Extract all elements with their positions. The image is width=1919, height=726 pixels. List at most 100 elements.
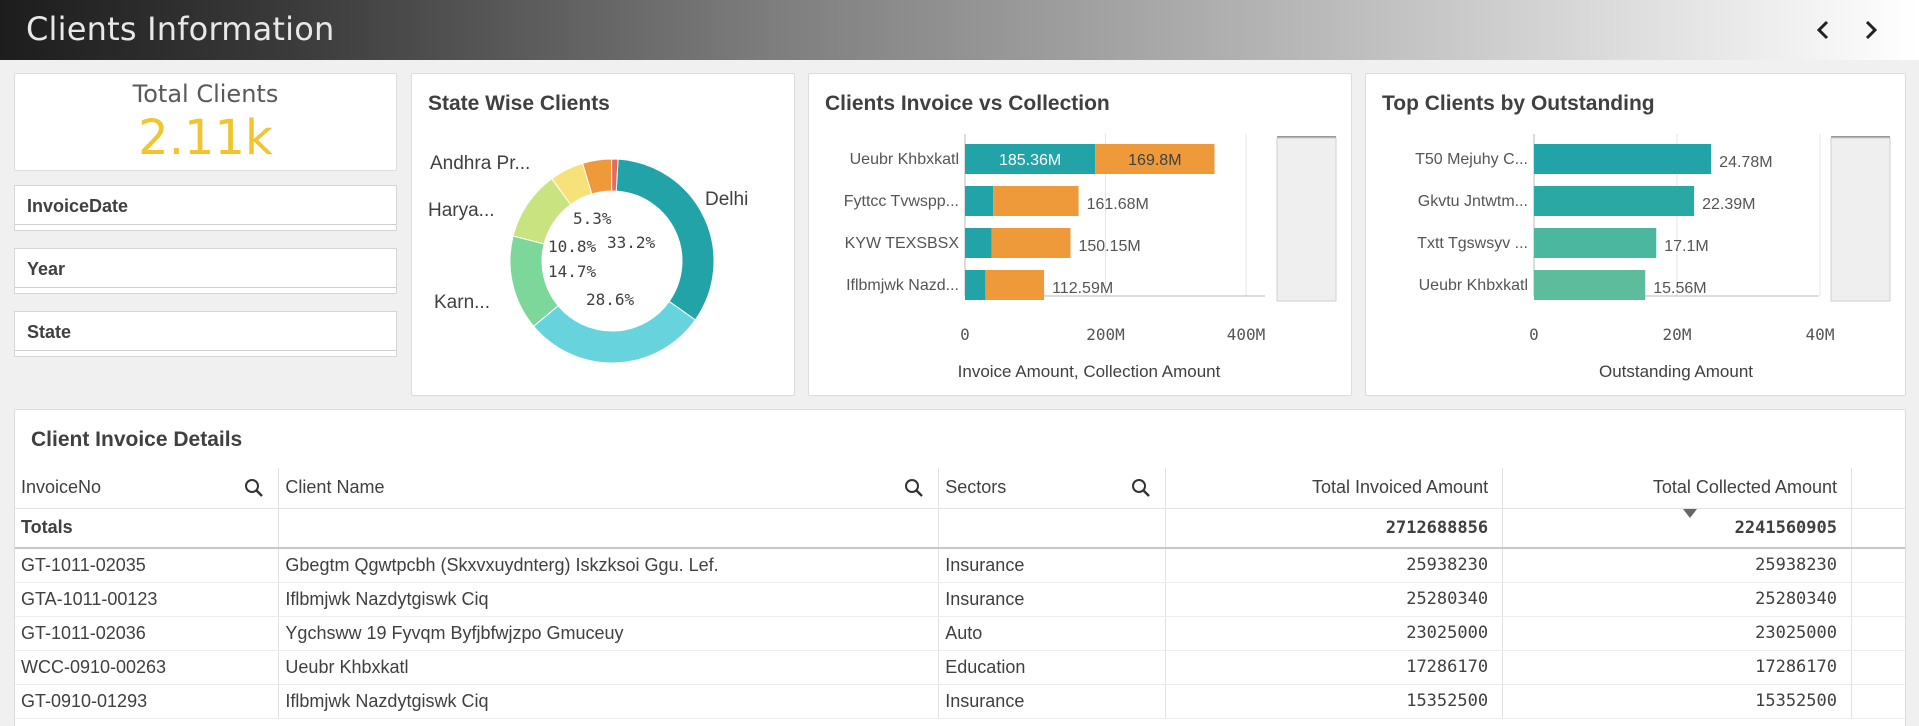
cell-invoiceno[interactable]: GTA-1011-00123 <box>15 582 280 617</box>
page-title: Clients Information <box>26 10 335 48</box>
search-icon[interactable] <box>904 478 924 498</box>
cell-client-name[interactable]: Iflbmjwk Nazdytgiswk Ciq <box>278 582 940 617</box>
label-harya: Harya... <box>428 200 495 221</box>
bar-outstanding[interactable] <box>1534 144 1712 174</box>
pct-label: 14.7% <box>548 262 597 281</box>
kpi-label: Total Clients <box>132 80 279 108</box>
chart-title: State Wise Clients <box>428 92 610 115</box>
search-icon[interactable] <box>1131 478 1151 498</box>
cell-client-name[interactable]: Ygchsww 19 Fyvqm Byfjbfwjzpo Gmuceuy <box>278 616 940 651</box>
state-wise-chart[interactable]: State Wise Clients Delhi Andhra Pr... Ha… <box>411 73 795 396</box>
invoice-vs-collection-chart[interactable]: Clients Invoice vs Collection Invoice Am… <box>808 73 1352 396</box>
cell-client-name[interactable]: Iflbmjwk Nazdytgiswk Ciq <box>278 684 940 719</box>
next-sheet-button[interactable] <box>1852 12 1888 48</box>
data-label: 24.78M <box>1719 154 1772 171</box>
bar-outstanding[interactable] <box>1534 186 1695 216</box>
donut-slice[interactable] <box>532 300 696 364</box>
cell-invoiceno[interactable]: GT-1011-02036 <box>15 616 280 651</box>
column-header-filler <box>1851 468 1905 509</box>
cell-sector[interactable]: Auto <box>938 616 1167 651</box>
category-label: Fyttcc Tvwspp... <box>844 193 959 210</box>
cell-invoiceno[interactable]: GT-0910-01293 <box>15 684 280 719</box>
pct-label: 10.8% <box>548 237 597 256</box>
chart-title: Clients Invoice vs Collection <box>825 92 1110 115</box>
bar-chart[interactable]: Outstanding Amount 0 20M 40M T50 Mejuhy C..… <box>1366 74 1907 397</box>
cell-invoiceno[interactable]: GT-1011-02035 <box>15 548 280 583</box>
bar-outstanding[interactable] <box>1534 228 1657 258</box>
pct-label: 28.6% <box>586 290 635 309</box>
cell-client-name[interactable]: Gbegtm Qgwtpcbh (Skxvxuydnterg) Iskzksoi… <box>278 548 940 583</box>
cell-invoiced: 23025000 <box>1165 616 1504 651</box>
filter-state[interactable]: State <box>14 311 397 357</box>
chart-title: Top Clients by Outstanding <box>1382 92 1655 115</box>
column-header-total-collected[interactable]: Total Collected Amount <box>1502 468 1852 509</box>
totals-row: Totals 2712688856 2241560905 <box>15 508 1905 549</box>
column-header-sectors[interactable]: Sectors <box>938 468 1167 509</box>
data-label: 112.59M <box>1052 280 1113 297</box>
sort-descending-icon <box>1683 509 1697 518</box>
cell-collected: 25280340 <box>1502 582 1852 617</box>
scrollbar-thumb <box>1831 136 1890 138</box>
table-row[interactable]: GT-1011-02036 Ygchsww 19 Fyvqm Byfjbfwjzp… <box>15 616 1905 651</box>
search-icon[interactable] <box>244 478 264 498</box>
totals-label: Totals <box>15 508 280 549</box>
filter-label: State <box>27 322 72 342</box>
cell-invoiced: 25938230 <box>1165 548 1504 583</box>
bar-invoice[interactable] <box>965 186 994 216</box>
tick-label: 20M <box>1663 325 1692 344</box>
data-label: 150.15M <box>1078 238 1140 255</box>
table-row[interactable]: WCC-0910-00263 Ueubr Khbxkatl Education 172… <box>15 650 1905 685</box>
bar-collection[interactable] <box>993 186 1079 216</box>
table-row[interactable]: GT-0910-01293 Iflbmjwk Nazdytgiswk Ciq Ins… <box>15 684 1905 719</box>
cell-client-name[interactable]: Ueubr Khbxkatl <box>278 650 940 685</box>
data-label: 185.36M <box>999 152 1061 169</box>
cell-sector[interactable]: Education <box>938 650 1167 685</box>
bar-invoice[interactable] <box>965 228 992 258</box>
pct-label: 33.2% <box>607 233 656 252</box>
donut-slice[interactable] <box>611 158 619 192</box>
column-header-client-name[interactable]: Client Name <box>278 468 940 509</box>
category-label: Txtt Tgswsyv ... <box>1417 235 1528 252</box>
cell-collected: 25938230 <box>1502 548 1852 583</box>
client-invoice-details[interactable]: Client Invoice Details InvoiceNo Client … <box>14 409 1906 726</box>
bar-chart[interactable]: Invoice Amount, Collection Amount 0 200M 4… <box>809 74 1353 397</box>
category-label: Ueubr Khbxkatl <box>1419 277 1528 294</box>
column-header-total-invoiced[interactable]: Total Invoiced Amount <box>1165 468 1504 509</box>
data-label: 161.68M <box>1087 196 1149 213</box>
cell-invoiced: 15352500 <box>1165 684 1504 719</box>
table-title: Client Invoice Details <box>31 428 243 451</box>
scrollbar-track <box>1830 137 1891 302</box>
filter-invoicedate[interactable]: InvoiceDate <box>14 185 397 231</box>
chevron-left-icon <box>1816 20 1829 40</box>
bar-outstanding[interactable] <box>1534 270 1646 300</box>
cell-sector[interactable]: Insurance <box>938 684 1167 719</box>
cell-collected: 17286170 <box>1502 650 1852 685</box>
column-header-invoiceno[interactable]: InvoiceNo <box>15 468 280 509</box>
total-invoiced: 2712688856 <box>1165 508 1504 549</box>
bar-collection[interactable] <box>991 228 1071 258</box>
category-label: Ueubr Khbxkatl <box>850 151 959 168</box>
data-label: 22.39M <box>1702 196 1755 213</box>
label-karn: Karn... <box>434 292 490 313</box>
donut-chart[interactable]: Delhi Andhra Pr... Harya... Karn... 5.3%… <box>412 74 796 397</box>
cell-collected: 15352500 <box>1502 684 1852 719</box>
cell-sector[interactable]: Insurance <box>938 582 1167 617</box>
label-andhra: Andhra Pr... <box>430 153 530 174</box>
invoice-table[interactable]: InvoiceNo Client Name Sectors Total Invo… <box>15 468 1905 719</box>
filter-year[interactable]: Year <box>14 248 397 294</box>
bar-invoice[interactable] <box>965 270 986 300</box>
top-clients-outstanding-chart[interactable]: Top Clients by Outstanding Outstanding A… <box>1365 73 1906 396</box>
table-row[interactable]: GTA-1011-00123 Iflbmjwk Nazdytgiswk Ciq In… <box>15 582 1905 617</box>
scrollbar-track <box>1276 137 1337 302</box>
cell-sector[interactable]: Insurance <box>938 548 1167 583</box>
label-delhi: Delhi <box>705 189 748 210</box>
kpi-total-clients[interactable]: Total Clients 2.11k <box>14 73 397 171</box>
cell-invoiceno[interactable]: WCC-0910-00263 <box>15 650 280 685</box>
bar-collection[interactable] <box>985 270 1045 300</box>
total-collected: 2241560905 <box>1502 508 1852 549</box>
bar-invoice[interactable] <box>965 144 1096 174</box>
bar-collection[interactable] <box>1095 144 1215 174</box>
table-row[interactable]: GT-1011-02035 Gbegtm Qgwtpcbh (Skxvxuydnt… <box>15 548 1905 583</box>
previous-sheet-button[interactable] <box>1806 12 1842 48</box>
cell-invoiced: 25280340 <box>1165 582 1504 617</box>
